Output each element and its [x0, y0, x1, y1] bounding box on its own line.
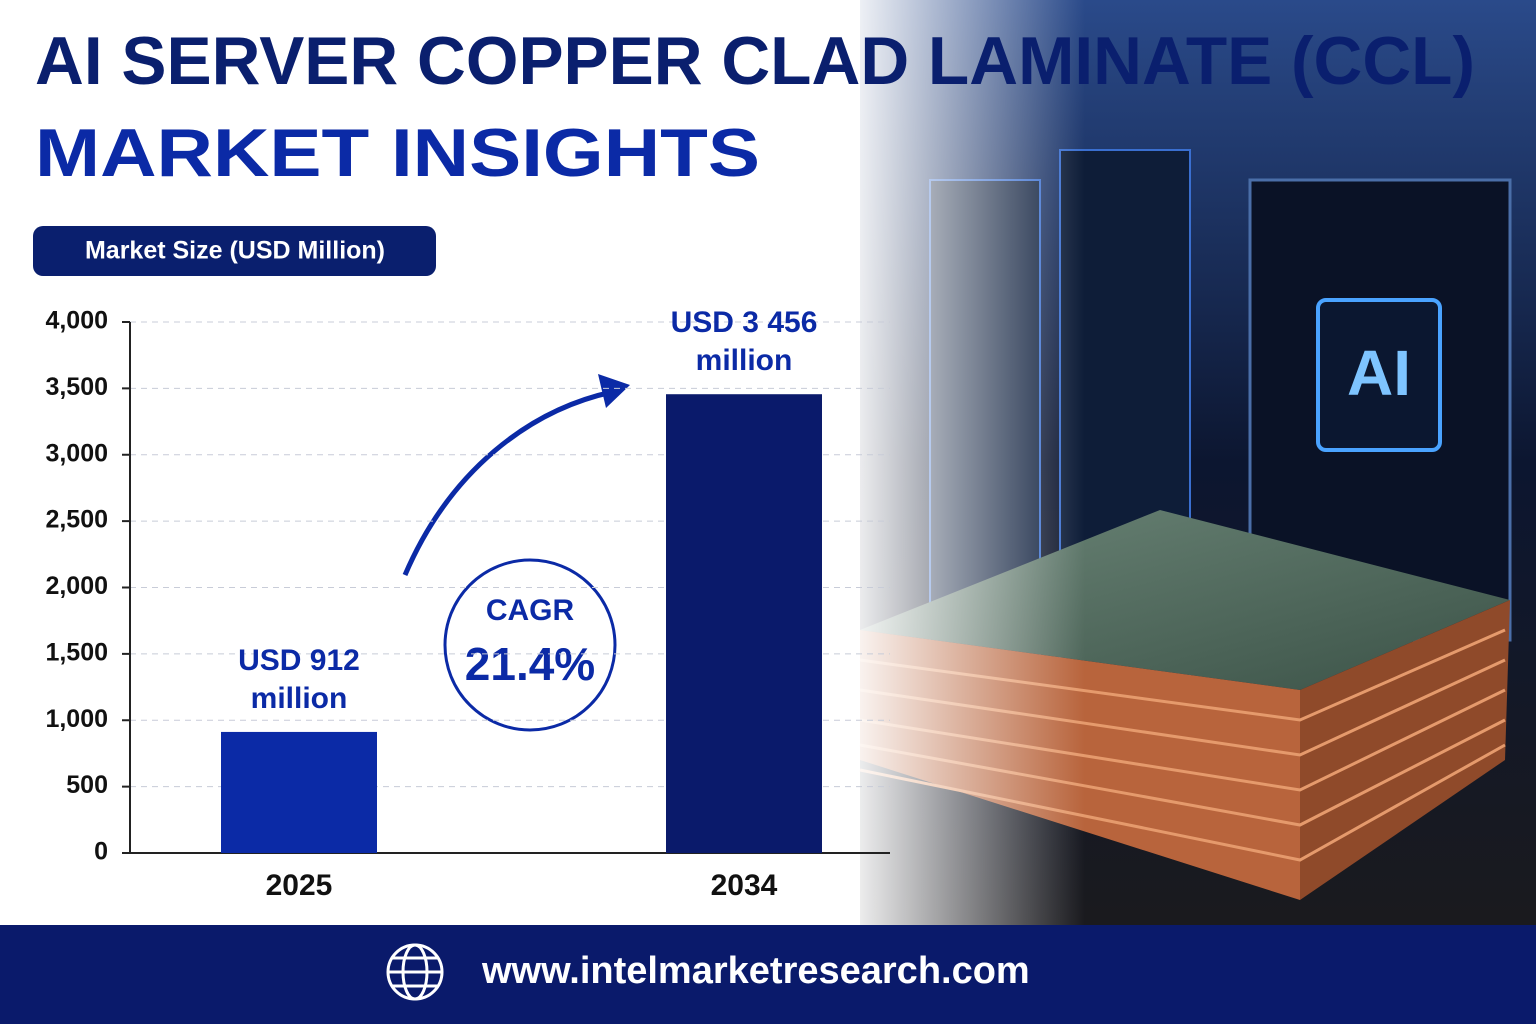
value-label: USD 3 456 million: [670, 306, 818, 378]
y-tick-label: 1,500: [45, 638, 108, 666]
y-tick-label: 4,000: [45, 307, 108, 335]
x-tick-label: 2025: [266, 869, 333, 902]
value-label: USD 912 million: [238, 643, 360, 715]
footer-url[interactable]: www.intelmarketresearch.com: [481, 950, 1030, 992]
bar: [221, 731, 377, 853]
arrow-head: [598, 374, 630, 408]
subtitle-badge: [33, 226, 436, 276]
bar: [666, 394, 822, 853]
y-tick-label: 3,500: [45, 373, 108, 401]
y-tick-label: 0: [94, 838, 108, 866]
y-tick-label: 2,500: [45, 506, 108, 534]
cagr-circle: [443, 558, 617, 732]
growth-arrow: [402, 389, 613, 576]
footer: [0, 925, 1536, 1024]
title: MARKET INSIGHTS: [35, 115, 760, 191]
y-tick-label: 1,000: [45, 705, 108, 733]
y-tick-label: 500: [66, 771, 108, 799]
cagr-value: 21.4%: [465, 638, 595, 690]
background-image: AI: [840, 0, 1536, 925]
x-tick-label: 2034: [711, 869, 778, 902]
globe-icon: [386, 943, 444, 1001]
y-tick-label: 2,000: [45, 572, 108, 600]
cagr-label: CAGR: [486, 594, 575, 627]
title: AI SERVER COPPER CLAD LAMINATE (CCL): [35, 23, 1475, 99]
subtitle: Market Size (USD Million): [85, 237, 385, 265]
y-tick-label: 3,000: [45, 439, 108, 467]
